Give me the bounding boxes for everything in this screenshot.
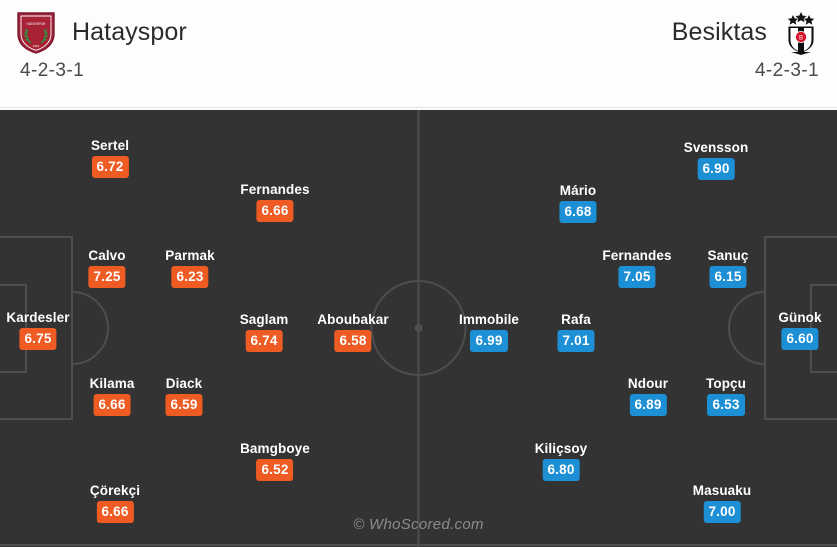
- player-card[interactable]: Fernandes 6.66: [240, 182, 309, 222]
- player-card[interactable]: Saglam 6.74: [240, 312, 289, 352]
- player-name: Kilama: [89, 376, 135, 391]
- player-rating-badge: 6.80: [542, 459, 580, 481]
- player-card[interactable]: Bamgboye 6.52: [240, 441, 310, 481]
- home-team-header[interactable]: HATAYSPOR 1967 Hatayspor 4-2-3-1: [14, 8, 187, 82]
- player-card[interactable]: Kilama 6.66: [90, 376, 135, 416]
- home-team-formation: 4-2-3-1: [20, 60, 85, 81]
- player-name: Fernandes: [602, 248, 672, 263]
- player-card[interactable]: Aboubakar 6.58: [317, 312, 389, 352]
- player-card[interactable]: Kiliçsoy 6.80: [535, 441, 588, 481]
- player-card[interactable]: Diack 6.59: [165, 376, 203, 416]
- player-name: Masuaku: [692, 483, 752, 498]
- player-name: Çörekçi: [89, 483, 141, 498]
- besiktas-crest-icon: B: [779, 9, 823, 55]
- player-rating-badge: 6.72: [91, 156, 129, 178]
- player-rating-badge: 6.58: [334, 330, 372, 352]
- player-name: Günok: [778, 310, 822, 325]
- player-name: Aboubakar: [317, 312, 389, 327]
- player-rating-badge: 6.99: [470, 330, 508, 352]
- player-rating-badge: 6.53: [707, 394, 745, 416]
- svg-text:1967: 1967: [33, 44, 40, 48]
- player-card[interactable]: Calvo 7.25: [88, 248, 126, 288]
- player-rating-badge: 6.66: [96, 501, 134, 523]
- player-rating-badge: 7.00: [703, 501, 741, 523]
- player-rating-badge: 6.90: [697, 158, 735, 180]
- player-rating-badge: 7.01: [557, 330, 595, 352]
- player-name: Saglam: [239, 312, 289, 327]
- svg-text:HATAYSPOR: HATAYSPOR: [27, 22, 47, 26]
- player-name: Fernandes: [240, 182, 310, 197]
- player-name: Parmak: [165, 248, 215, 263]
- player-card[interactable]: Sertel 6.72: [91, 138, 129, 178]
- pitch: Kardesler 6.75 Sertel 6.72 Calvo 7.25 Parmak 6.…: [0, 110, 837, 547]
- player-card[interactable]: Parmak 6.23: [165, 248, 215, 288]
- home-team-name: Hatayspor: [72, 17, 187, 46]
- player-rating-badge: 6.75: [19, 328, 57, 350]
- away-team-row: Besiktas B: [672, 8, 823, 56]
- player-card[interactable]: Svensson 6.90: [684, 140, 749, 180]
- player-card[interactable]: Günok 6.60: [778, 310, 822, 350]
- player-card[interactable]: Rafa 7.01: [557, 312, 595, 352]
- player-rating-badge: 6.74: [245, 330, 283, 352]
- away-team-formation: 4-2-3-1: [754, 60, 819, 81]
- player-name: Ndour: [627, 376, 669, 391]
- home-team-row: HATAYSPOR 1967 Hatayspor: [14, 8, 187, 56]
- player-rating-badge: 7.05: [618, 266, 656, 288]
- player-card[interactable]: Immobile 6.99: [459, 312, 519, 352]
- player-rating-badge: 6.66: [256, 200, 294, 222]
- player-card[interactable]: Topçu 6.53: [706, 376, 746, 416]
- player-name: Svensson: [683, 140, 749, 155]
- player-rating-badge: 6.89: [629, 394, 667, 416]
- player-name: Kiliçsoy: [534, 441, 588, 456]
- player-name: Mário: [559, 183, 597, 198]
- player-rating-badge: 6.59: [165, 394, 203, 416]
- watermark: © WhoScored.com: [353, 516, 484, 533]
- player-card[interactable]: Fernandes 7.05: [602, 248, 671, 288]
- player-rating-badge: 7.25: [88, 266, 126, 288]
- player-card[interactable]: Kardesler 6.75: [6, 310, 69, 350]
- player-name: Sertel: [90, 138, 130, 153]
- player-rating-badge: 6.68: [559, 201, 597, 223]
- away-team-header[interactable]: Besiktas B 4-2-3-1: [672, 8, 823, 82]
- player-rating-badge: 6.60: [781, 328, 819, 350]
- player-name: Rafa: [561, 312, 591, 327]
- player-name: Diack: [165, 376, 203, 391]
- player-card[interactable]: Masuaku 7.00: [693, 483, 751, 523]
- player-name: Bamgboye: [240, 441, 310, 456]
- player-rating-badge: 6.23: [171, 266, 209, 288]
- player-name: Sanuç: [707, 248, 749, 263]
- player-card[interactable]: Ndour 6.89: [628, 376, 668, 416]
- player-card[interactable]: Sanuç 6.15: [707, 248, 748, 288]
- player-card[interactable]: Çörekçi 6.66: [90, 483, 140, 523]
- svg-text:B: B: [799, 36, 803, 42]
- player-name: Calvo: [88, 248, 126, 263]
- player-rating-badge: 6.52: [256, 459, 294, 481]
- player-name: Immobile: [458, 312, 520, 327]
- player-rating-badge: 6.66: [93, 394, 131, 416]
- hatayspor-crest-icon: HATAYSPOR 1967: [14, 9, 58, 55]
- match-header: HATAYSPOR 1967 Hatayspor 4-2-3-1 Besikta…: [0, 0, 837, 108]
- away-team-name: Besiktas: [671, 17, 767, 46]
- player-name: Kardesler: [6, 310, 70, 325]
- player-rating-badge: 6.15: [709, 266, 747, 288]
- player-name: Topçu: [706, 376, 746, 391]
- player-card[interactable]: Mário 6.68: [559, 183, 597, 223]
